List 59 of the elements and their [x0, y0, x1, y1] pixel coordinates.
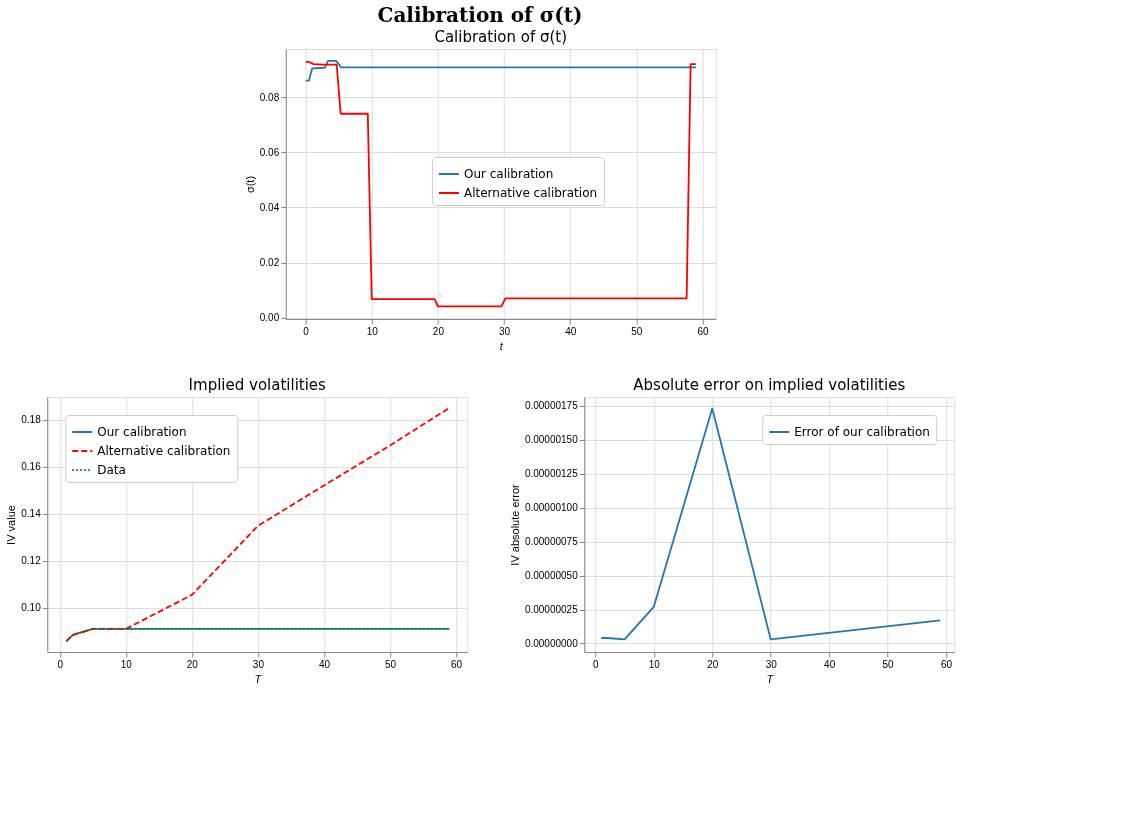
y-axis-title: IV value: [5, 505, 18, 545]
y-tick-label: 0.00000000: [524, 637, 579, 649]
x-tick-label: 30: [499, 325, 511, 337]
y-tick-label: 0.00000125: [524, 468, 579, 480]
line-series: [65, 406, 451, 643]
y-tick-label: 0.08: [259, 91, 280, 103]
x-tick-label: 40: [565, 325, 577, 337]
x-tick-label: 10: [648, 658, 661, 670]
y-axis-title: IV absolute error: [508, 484, 521, 566]
x-tick-label: 60: [450, 658, 463, 670]
x-tick-label: 20: [186, 658, 199, 670]
legend-label: Our calibration: [97, 425, 187, 439]
chart-title: Implied volatilities: [188, 376, 327, 394]
x-tick-label: 60: [697, 325, 710, 337]
y-tick-label: 0.10: [21, 602, 42, 614]
x-tick-label: 10: [120, 658, 133, 670]
legend-label: Our calibration: [463, 167, 554, 181]
legend-label: Error of our calibration: [794, 425, 930, 439]
line-series: [600, 407, 942, 641]
y-tick-label: 0.00000175: [524, 400, 579, 412]
x-tick-label: 0: [57, 658, 64, 670]
text: Calibration of σ(t): [377, 2, 583, 27]
x-tick-label: 0: [593, 658, 600, 670]
y-tick-label: 0.16: [21, 461, 42, 473]
y-tick-label: 0.00000050: [524, 570, 579, 582]
y-tick-label: 0.00000150: [524, 434, 579, 446]
x-tick-label: 40: [318, 658, 331, 670]
x-tick-label: 20: [432, 325, 445, 337]
x-tick-label: 10: [366, 325, 379, 337]
x-tick-label: 0: [303, 325, 310, 337]
x-tick-label: 20: [707, 658, 719, 670]
y-tick-label: 0.06: [259, 146, 280, 158]
x-tick-label: 60: [941, 658, 953, 670]
y-tick-label: 0.12: [21, 555, 42, 567]
x-axis-title: T: [766, 672, 775, 685]
x-tick-label: 50: [882, 658, 895, 670]
x-tick-label: 50: [631, 325, 643, 337]
y-tick-label: 0.00000025: [524, 604, 579, 615]
chart-title: Calibration of σ(t): [434, 28, 568, 46]
x-tick-label: 50: [384, 658, 397, 670]
y-tick-label: 0.00: [259, 312, 280, 324]
x-tick-label: 40: [824, 658, 836, 670]
y-tick-label: 0.14: [21, 508, 42, 520]
y-tick-label: 0.02: [259, 257, 280, 269]
line-series: [304, 59, 697, 82]
x-tick-label: 30: [252, 658, 265, 670]
chart-title: Absolute error on implied volatilities: [633, 376, 906, 394]
line-series: [304, 61, 697, 308]
x-tick-label: 30: [765, 658, 778, 670]
y-tick-label: 0.18: [21, 414, 42, 426]
y-tick-label: 0.04: [259, 201, 280, 213]
y-tick-label: 0.00000075: [524, 536, 579, 548]
x-axis-title: t: [499, 339, 504, 352]
y-axis-title: σ(t): [243, 175, 256, 194]
y-tick-label: 0.00000100: [524, 502, 579, 514]
legend-label: Data: [97, 463, 126, 477]
legend-label: Alternative calibration: [463, 186, 598, 200]
x-axis-title: T: [254, 672, 263, 685]
legend-label: Alternative calibration: [97, 444, 231, 458]
